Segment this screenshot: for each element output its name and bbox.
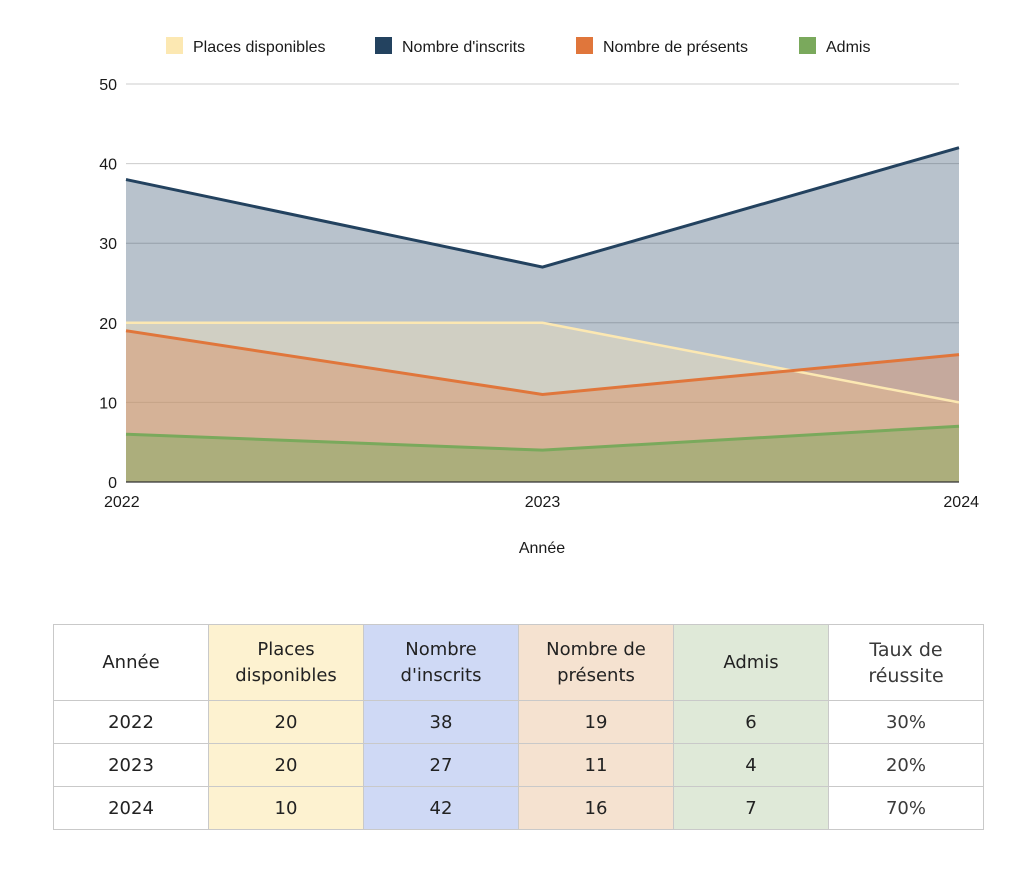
cell-admis: 7 — [673, 786, 829, 830]
area-fill-3 — [126, 426, 959, 482]
y-tick-label: 20 — [99, 316, 117, 333]
legend-swatch — [166, 37, 183, 54]
area-chart: 0 10 20 30 40 50 2022 2023 2024 Année Places dispo… — [99, 37, 979, 557]
area-fill-2 — [126, 330, 959, 482]
legend-swatch — [576, 37, 593, 54]
data-table: Année Places disponibles Nombre d'inscri… — [53, 624, 984, 830]
cell-annee: 2024 — [53, 786, 209, 830]
header-taux: Taux de réussite — [828, 624, 984, 701]
legend-swatch — [375, 37, 392, 54]
header-annee: Année — [53, 624, 209, 701]
y-tick-label: 40 — [99, 157, 117, 174]
x-tick-label: 2023 — [525, 494, 561, 511]
cell-taux: 70% — [828, 786, 984, 830]
series-line-3 — [125, 424, 960, 452]
header-inscrits: Nombre d'inscrits — [363, 624, 519, 701]
cell-places: 20 — [208, 743, 364, 787]
x-tick-label: 2022 — [104, 494, 140, 511]
cell-places: 10 — [208, 786, 364, 830]
area-fill-1 — [126, 147, 959, 482]
x-tick-label: 2024 — [943, 494, 979, 511]
series-line-2 — [125, 329, 960, 396]
header-admis: Admis — [673, 624, 829, 701]
table-row: 2023 20 27 11 4 20% — [53, 743, 984, 787]
chart-svg: 0 10 20 30 40 50 2022 2023 2024 Année Places dispo… — [99, 37, 979, 557]
cell-inscrits: 42 — [363, 786, 519, 830]
y-tick-label: 0 — [108, 475, 117, 492]
table-row: 2022 20 38 19 6 30% — [53, 700, 984, 744]
cell-taux: 30% — [828, 700, 984, 744]
legend-label: Nombre de présents — [603, 39, 748, 56]
header-places: Places disponibles — [208, 624, 364, 701]
cell-inscrits: 27 — [363, 743, 519, 787]
table-header-row: Année Places disponibles Nombre d'inscri… — [53, 624, 984, 701]
header-presents: Nombre de présents — [518, 624, 674, 701]
table-row: 2024 10 42 16 7 70% — [53, 786, 984, 830]
cell-presents: 19 — [518, 700, 674, 744]
legend-label: Nombre d'inscrits — [402, 39, 525, 56]
series-line-0 — [126, 321, 960, 404]
x-axis-title: Année — [519, 540, 565, 557]
y-tick-label: 30 — [99, 236, 117, 253]
y-tick-label: 50 — [99, 77, 117, 94]
cell-admis: 4 — [673, 743, 829, 787]
series-line-1 — [125, 146, 960, 269]
cell-presents: 11 — [518, 743, 674, 787]
cell-annee: 2022 — [53, 700, 209, 744]
cell-annee: 2023 — [53, 743, 209, 787]
legend-label: Places disponibles — [193, 39, 326, 56]
cell-admis: 6 — [673, 700, 829, 744]
cell-taux: 20% — [828, 743, 984, 787]
legend-swatch — [799, 37, 816, 54]
y-tick-label: 10 — [99, 395, 117, 412]
cell-inscrits: 38 — [363, 700, 519, 744]
cell-presents: 16 — [518, 786, 674, 830]
legend-label: Admis — [826, 39, 870, 56]
cell-places: 20 — [208, 700, 364, 744]
